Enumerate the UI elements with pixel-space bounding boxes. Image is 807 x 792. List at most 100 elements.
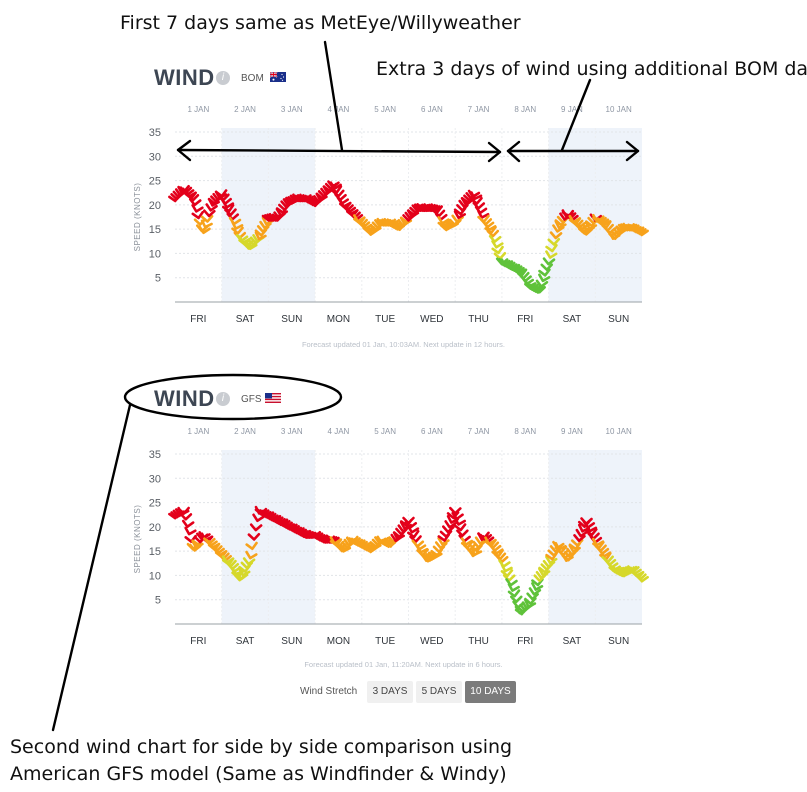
day-label: FRI — [517, 314, 533, 325]
wind-arrow-mark — [240, 561, 254, 570]
day-label: FRI — [190, 636, 206, 647]
wind-arrow-mark — [500, 569, 514, 578]
model-label: BOM — [241, 73, 264, 84]
wind-arrow-mark — [198, 225, 211, 235]
wind-arrow-mark — [500, 563, 513, 573]
stretch-5-days-button[interactable]: 5 DAYS — [416, 681, 462, 703]
wind-arrow-mark — [636, 574, 649, 583]
annotation-bottom-line2: American GFS model (Same as Windfinder &… — [10, 763, 507, 785]
wind-stretch-label: Wind Stretch — [300, 686, 358, 697]
date-label: 1 JAN — [187, 427, 209, 436]
y-tick-label: 15 — [149, 546, 161, 558]
wind-series — [168, 180, 649, 294]
wind-arrow-mark — [442, 525, 455, 534]
wind-arrow-mark — [535, 279, 549, 288]
date-label: 7 JAN — [468, 105, 490, 114]
wind-arrow-mark — [191, 540, 204, 549]
wind-arrow-mark — [456, 204, 469, 212]
stretch-3-days-button[interactable]: 3 DAYS — [367, 681, 413, 703]
day-label: TUE — [375, 636, 395, 647]
wind-arrow-mark — [624, 565, 638, 574]
day-label: SAT — [563, 314, 582, 325]
wind-arrow-mark — [531, 285, 544, 294]
wind-arrow-mark — [191, 210, 204, 220]
wind-arrow-mark — [540, 263, 554, 272]
wind-title: WIND — [154, 65, 215, 90]
date-label: 9 JAN — [561, 427, 583, 436]
wind-arrow-mark — [538, 567, 551, 577]
wind-arrow-mark — [584, 221, 598, 231]
date-label: 7 JAN — [468, 427, 490, 436]
wind-arrow-mark — [568, 544, 581, 554]
info-icon[interactable]: i — [216, 392, 230, 406]
date-label: 5 JAN — [374, 427, 396, 436]
wind-arrow-mark — [554, 220, 567, 230]
wind-title: WIND — [154, 386, 215, 411]
y-tick-label: 5 — [155, 273, 161, 285]
wind-arrow-mark — [235, 572, 249, 581]
wind-arrow-mark — [526, 592, 539, 601]
day-label: SAT — [236, 314, 255, 325]
wind-arrow-mark — [531, 578, 544, 587]
wind-arrow-mark — [545, 250, 558, 259]
y-tick-label: 5 — [155, 595, 161, 607]
wind-arrow-mark — [545, 243, 558, 253]
y-tick-label: 20 — [149, 522, 161, 534]
y-axis-label: SPEED (KNOTS) — [133, 505, 142, 574]
wind-arrow-mark — [434, 541, 448, 550]
wind-arrow-mark — [205, 203, 218, 212]
wind-arrow-mark — [177, 506, 190, 515]
wind-chart-bom: 5 10 15 20 25 30 35 SPEED (KNOTS) 1 JAN 2 JAN 3 JA… — [133, 105, 649, 325]
y-tick-label: 35 — [149, 127, 161, 139]
wind-arrow-mark — [538, 268, 551, 277]
forecast-footnote: Forecast updated 01 Jan, 11:20AM. Next u… — [304, 660, 503, 669]
y-tick-label: 15 — [149, 224, 161, 236]
wind-arrow-mark — [179, 512, 193, 521]
wind-arrow-mark — [444, 520, 457, 529]
wind-arrow-mark — [538, 273, 551, 283]
wind-arrow-mark — [188, 198, 202, 207]
y-tick-label: 30 — [149, 473, 161, 485]
wind-arrow-mark — [456, 529, 469, 538]
date-label: 5 JAN — [374, 105, 396, 114]
date-label: 2 JAN — [234, 427, 256, 436]
wind-arrow-mark — [474, 536, 488, 545]
date-label: 9 JAN — [561, 105, 583, 114]
day-label: SAT — [563, 636, 582, 647]
wind-arrow-mark — [531, 582, 544, 591]
wind-arrow-mark — [191, 204, 204, 213]
wind-arrow-mark — [256, 225, 270, 233]
day-label: WED — [420, 636, 443, 647]
wind-arrow-mark — [472, 540, 486, 549]
wind-arrow-mark — [252, 513, 265, 523]
wind-arrow-mark — [245, 541, 258, 551]
wind-arrow-mark — [329, 185, 343, 194]
date-label: 2 JAN — [234, 105, 256, 114]
wind-arrow-mark — [502, 574, 516, 582]
wind-arrow-mark — [528, 587, 542, 596]
wind-arrow-mark — [573, 534, 586, 543]
day-label: SAT — [236, 636, 255, 647]
wind-arrow-mark — [409, 535, 422, 543]
date-label: 1 JAN — [187, 105, 209, 114]
day-label: SUN — [608, 636, 629, 647]
wind-arrow-mark — [406, 524, 420, 534]
info-icon[interactable]: i — [216, 71, 230, 85]
wind-arrow-mark — [200, 219, 213, 229]
wind-arrow-mark — [407, 529, 420, 539]
wind-arrow-mark — [486, 229, 500, 238]
wind-arrow-mark — [524, 597, 537, 606]
wind-series — [168, 505, 649, 616]
wind-arrow-mark — [533, 285, 546, 294]
y-tick-label: 35 — [149, 449, 161, 461]
wind-arrow-mark — [449, 218, 462, 227]
wind-arrow-mark — [584, 523, 598, 533]
wind-arrow-mark — [507, 583, 520, 592]
weekend-shade — [221, 450, 269, 624]
wind-arrow-mark — [509, 595, 523, 604]
wind-arrow-mark — [203, 209, 216, 218]
stretch-10-days-button[interactable]: 10 DAYS — [465, 681, 516, 703]
wind-arrow-mark — [214, 189, 228, 198]
wind-chart-gfs: 5 10 15 20 25 30 35 SPEED (KNOTS) 1 JAN 2 JAN 3 JA… — [133, 427, 649, 647]
wind-arrow-mark — [402, 516, 415, 525]
